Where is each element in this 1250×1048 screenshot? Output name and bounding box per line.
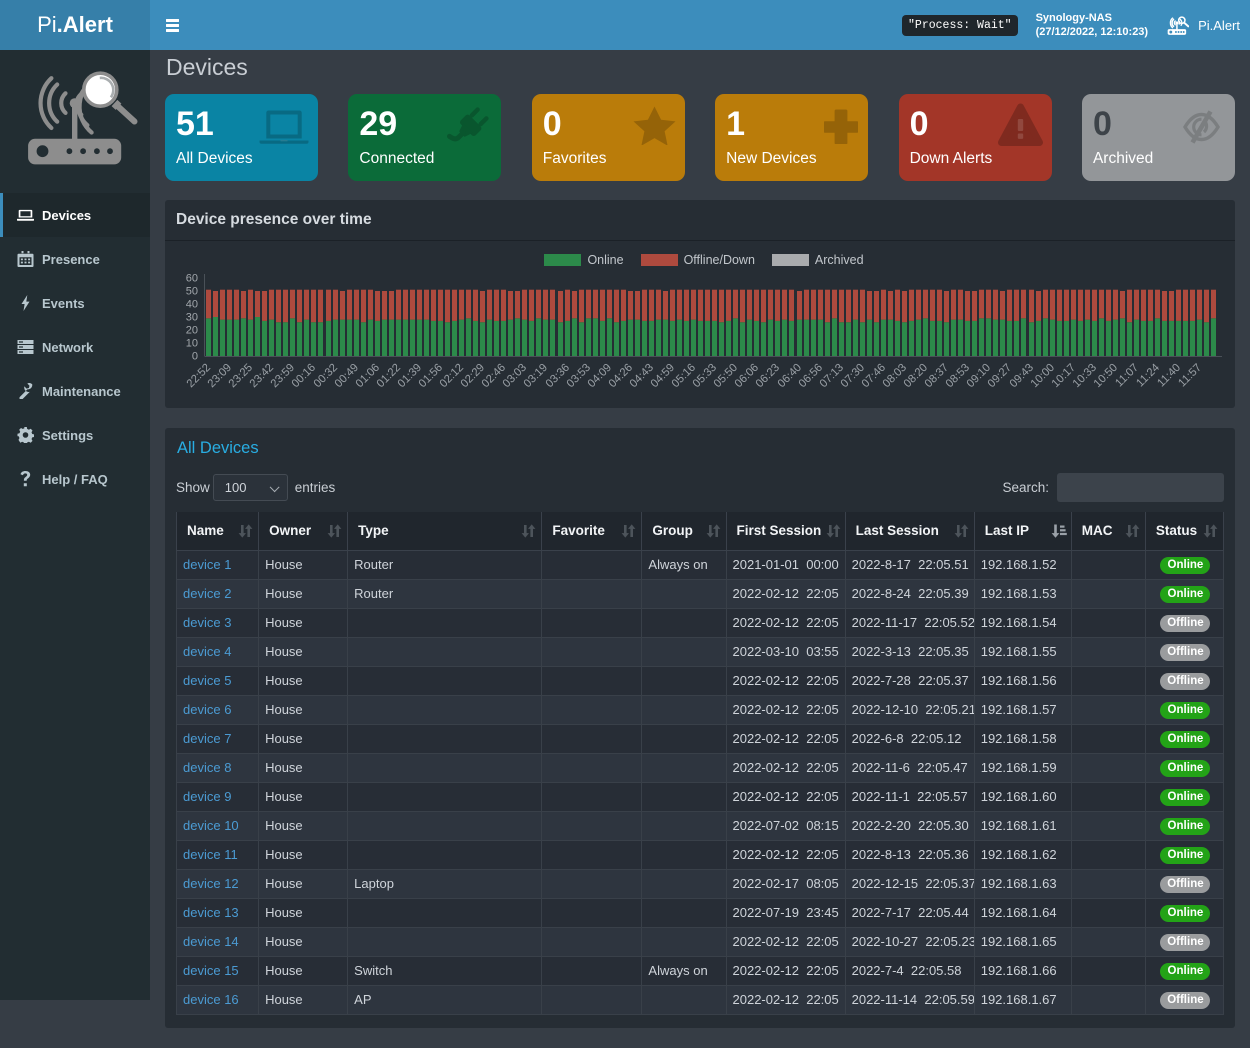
svg-text:30: 30	[186, 312, 198, 324]
svg-text:11:24: 11:24	[1134, 362, 1162, 390]
svg-text:09:27: 09:27	[986, 362, 1014, 390]
svg-text:60: 60	[186, 273, 198, 285]
svg-text:50: 50	[186, 286, 198, 298]
svg-text:03:19: 03:19	[522, 362, 550, 390]
svg-text:06:23: 06:23	[754, 362, 782, 390]
svg-text:11:40: 11:40	[1155, 362, 1183, 390]
svg-text:11:57: 11:57	[1176, 362, 1204, 390]
svg-text:20: 20	[186, 325, 198, 337]
svg-text:11:07: 11:07	[1113, 362, 1141, 390]
svg-text:00:16: 00:16	[290, 362, 318, 390]
svg-text:10: 10	[186, 338, 198, 350]
svg-text:10:50: 10:50	[1092, 362, 1120, 390]
svg-text:0: 0	[192, 351, 198, 363]
svg-text:40: 40	[186, 299, 198, 311]
